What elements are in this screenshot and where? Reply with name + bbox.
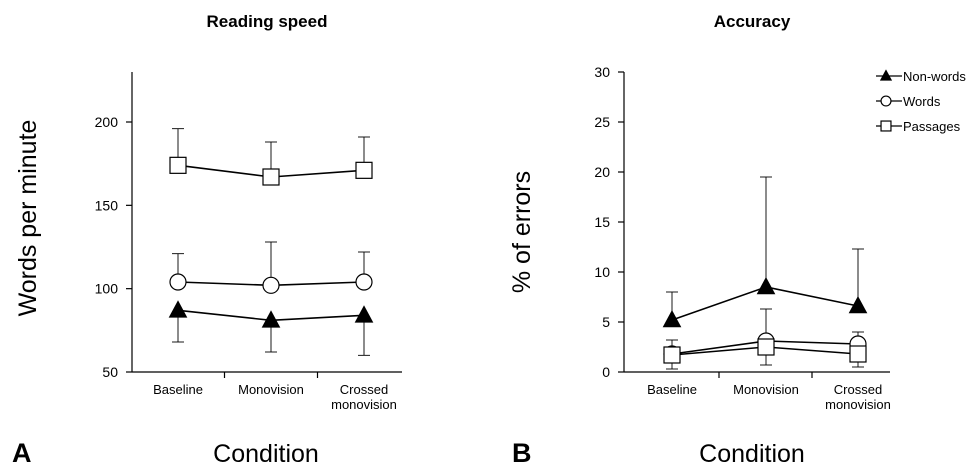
panel-b-non-words-point [662, 309, 682, 328]
panel-a-y-axis-label: Words per minute [14, 120, 42, 317]
legend-passages-marker [880, 120, 892, 132]
panel-b-non-words-point [756, 276, 776, 295]
panel-b-x-tick-label: Baseline [647, 382, 697, 397]
panel-b-accuracy: Accuracy % of errors Condition B 0 5 10 15 2… [508, 12, 966, 468]
panel-b-legend: Non-words Words Passages [876, 69, 966, 134]
panel-a-passages-point [355, 161, 373, 179]
panel-b-y-axis-label: % of errors [508, 171, 536, 293]
legend-non-words-label: Non-words [903, 69, 966, 84]
panel-a-y-tick-label: 200 [95, 114, 119, 130]
panel-b-passages-point [849, 345, 867, 363]
legend-passages-label: Passages [903, 119, 961, 134]
panel-a-x-tick-label: Monovision [238, 382, 304, 397]
panel-a-passages-point [169, 156, 187, 174]
panel-b-passages-point [757, 338, 775, 356]
panel-a-words-point [262, 276, 280, 294]
panel-a-non-words-point [168, 300, 188, 318]
panel-b-x-tick-label: Crossed monovision [825, 382, 891, 412]
legend-words-label: Words [903, 94, 941, 109]
panel-a-x-tick-label: Crossed monovision [331, 382, 397, 412]
panel-a-letter: A [12, 438, 32, 468]
panel-a-plot-area: 50 100 150 200 Baseline Monovision Crossed mono… [95, 114, 397, 412]
panel-a-non-words-point [261, 310, 281, 328]
panel-b-y-tick-label: 25 [594, 114, 610, 130]
panel-a-title: Reading speed [207, 12, 328, 31]
panel-a-passages-point [262, 168, 280, 186]
legend-non-words-marker [879, 69, 893, 81]
panel-b-y-tick-label: 0 [602, 364, 610, 380]
panel-a-y-tick-label: 150 [95, 197, 119, 213]
panel-b-title: Accuracy [714, 12, 791, 31]
panel-a-non-words-point [354, 305, 374, 323]
panel-b-letter: B [512, 438, 532, 468]
panel-a-words-point [169, 273, 187, 291]
panel-a-words-point [355, 273, 373, 291]
panel-b-x-axis-label: Condition [699, 440, 805, 468]
panel-b-y-tick-label: 5 [602, 314, 610, 330]
panel-a-y-tick-label: 100 [95, 281, 119, 297]
panel-a-x-tick-label: Baseline [153, 382, 203, 397]
panel-b-plot-area: 0 5 10 15 20 25 30 Baseline Monovision Crossed mon… [594, 64, 890, 412]
panel-b-y-tick-label: 20 [594, 164, 610, 180]
panel-b-non-words-point [848, 295, 868, 314]
panel-a-y-tick-label: 50 [102, 364, 118, 380]
panel-b-y-tick-label: 15 [594, 214, 610, 230]
panel-b-y-tick-label: 30 [594, 64, 610, 80]
panel-b-passages-point [663, 346, 681, 364]
panel-a-reading-speed: Reading speed Words per minute Condition… [12, 12, 402, 468]
panel-b-x-tick-label: Monovision [733, 382, 799, 397]
panel-a-x-axis-label: Condition [213, 440, 319, 468]
panel-b-y-tick-label: 10 [594, 264, 610, 280]
legend-words-marker [880, 95, 892, 107]
